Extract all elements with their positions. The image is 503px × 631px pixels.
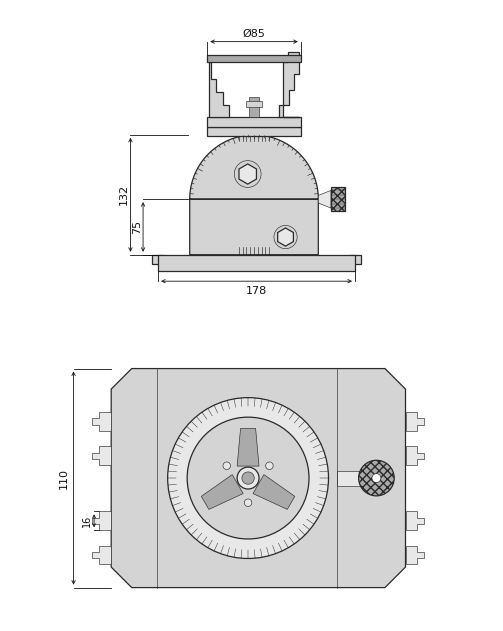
Polygon shape bbox=[93, 512, 111, 530]
Circle shape bbox=[372, 474, 381, 483]
Bar bbox=[207, 56, 301, 62]
Circle shape bbox=[167, 398, 328, 558]
Polygon shape bbox=[405, 446, 425, 465]
Polygon shape bbox=[190, 135, 318, 255]
Polygon shape bbox=[405, 412, 425, 431]
Polygon shape bbox=[209, 62, 229, 117]
Circle shape bbox=[242, 472, 254, 484]
Polygon shape bbox=[93, 546, 111, 565]
Text: Ø85: Ø85 bbox=[242, 28, 266, 38]
Polygon shape bbox=[253, 475, 295, 509]
Text: 132: 132 bbox=[119, 184, 129, 205]
Circle shape bbox=[266, 462, 273, 469]
Bar bbox=[246, 101, 262, 107]
Bar bbox=[158, 255, 355, 271]
Bar bbox=[152, 255, 163, 264]
Bar bbox=[249, 97, 259, 117]
Text: 178: 178 bbox=[246, 286, 267, 296]
Polygon shape bbox=[239, 164, 257, 184]
Bar bbox=[337, 471, 361, 486]
Polygon shape bbox=[405, 512, 425, 530]
Bar bbox=[350, 255, 361, 264]
Circle shape bbox=[223, 462, 230, 469]
Polygon shape bbox=[111, 369, 405, 587]
Bar bbox=[331, 187, 345, 211]
Text: 110: 110 bbox=[59, 468, 69, 488]
Bar bbox=[207, 127, 301, 136]
Text: 75: 75 bbox=[132, 220, 142, 234]
Circle shape bbox=[359, 460, 394, 496]
Polygon shape bbox=[279, 52, 299, 117]
Polygon shape bbox=[237, 428, 259, 466]
Polygon shape bbox=[93, 412, 111, 431]
Polygon shape bbox=[201, 475, 243, 509]
Polygon shape bbox=[318, 191, 331, 208]
Text: 16: 16 bbox=[81, 515, 92, 527]
Bar bbox=[207, 117, 301, 127]
Polygon shape bbox=[278, 228, 293, 246]
Circle shape bbox=[244, 499, 252, 507]
Circle shape bbox=[187, 417, 309, 539]
Polygon shape bbox=[93, 446, 111, 465]
Circle shape bbox=[237, 467, 259, 489]
Polygon shape bbox=[405, 546, 425, 565]
